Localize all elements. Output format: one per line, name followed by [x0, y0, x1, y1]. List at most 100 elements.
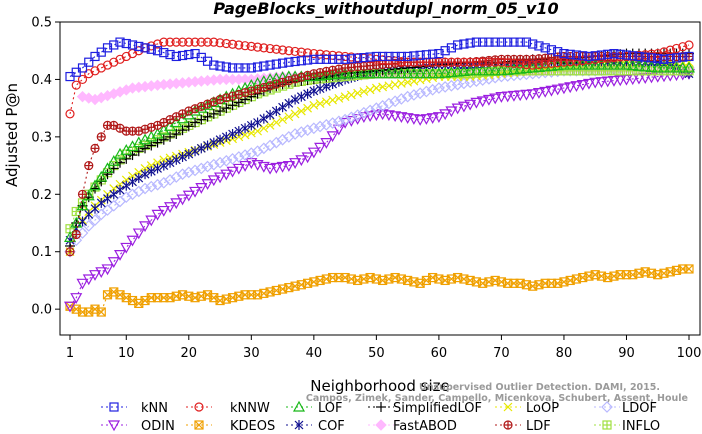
legend-swatch-marker — [292, 400, 306, 412]
point-ldf — [96, 132, 106, 142]
point-knn — [559, 48, 569, 59]
y-tick-label: 0.2 — [31, 188, 52, 203]
point-ldof — [120, 191, 133, 204]
point-simplifiedlof — [171, 128, 182, 139]
point-odin — [63, 301, 77, 313]
point-odin — [445, 106, 458, 118]
point-cof — [196, 143, 206, 154]
point-lof — [489, 64, 502, 76]
point-knn — [77, 63, 88, 73]
point-knn — [321, 54, 331, 64]
point-cof — [265, 109, 275, 120]
point-knnw — [159, 37, 169, 47]
point-knnw — [290, 46, 300, 57]
point-knn — [346, 54, 356, 64]
point-ldof — [389, 95, 401, 108]
point-knn — [209, 60, 219, 70]
point-lof — [657, 61, 671, 73]
point-knn — [227, 63, 238, 73]
point-knn — [127, 40, 138, 50]
point-knnw — [265, 43, 275, 54]
point-ldof — [408, 89, 420, 101]
point-odin — [564, 82, 577, 94]
point-knn — [134, 41, 144, 52]
point-knn — [121, 38, 131, 49]
point-knn — [665, 54, 675, 64]
point-knn — [146, 44, 156, 54]
point-knn — [453, 40, 463, 50]
point-cof — [146, 166, 156, 177]
point-cof — [215, 134, 225, 145]
point-lof — [576, 58, 589, 70]
point-ldof — [232, 151, 245, 163]
point-cof — [134, 173, 144, 184]
point-knnw — [296, 47, 306, 57]
point-loop — [353, 88, 363, 98]
point-ldof — [257, 142, 270, 155]
point-simplifiedlof — [233, 97, 244, 108]
point-simplifiedlof — [158, 134, 169, 145]
point-cof — [190, 146, 200, 157]
point-knnw — [559, 57, 569, 67]
legend-label: INFLO — [622, 419, 660, 434]
point-knn — [403, 51, 413, 62]
legend-label: ODIN — [141, 419, 175, 434]
point-ldf — [246, 86, 256, 96]
point-odin — [582, 78, 595, 90]
point-ldof — [289, 128, 301, 140]
point-knn — [315, 54, 325, 64]
point-ldof — [182, 166, 195, 179]
point-lof — [514, 62, 527, 74]
point-knn — [328, 54, 338, 64]
point-cof — [96, 197, 106, 208]
y-axis: 0.0 0.1 0.2 0.3 0.4 0.5 — [31, 16, 60, 318]
point-loop — [303, 103, 313, 113]
point-lof — [626, 59, 639, 71]
point-knn — [596, 50, 607, 60]
point-cof — [184, 149, 194, 160]
legend-swatch-marker — [375, 419, 387, 431]
point-odin — [507, 90, 520, 102]
legend-item-cof: COF — [286, 419, 345, 434]
point-simplifiedlof — [183, 121, 194, 132]
point-odin — [576, 79, 589, 91]
point-ldof — [270, 136, 283, 149]
point-odin — [220, 169, 233, 181]
point-cof — [128, 176, 137, 187]
point-knn — [290, 56, 300, 67]
point-simplifiedlof — [202, 111, 213, 122]
point-cof — [159, 160, 169, 171]
point-odin — [601, 76, 614, 88]
point-lof — [107, 155, 120, 166]
point-lof — [70, 216, 83, 228]
point-odin — [82, 274, 95, 286]
point-ldf — [328, 65, 338, 75]
point-simplifiedlof — [140, 143, 151, 154]
y-axis-label: Adjusted P@n — [3, 83, 21, 187]
point-knnw — [65, 109, 75, 119]
point-knn — [246, 63, 256, 73]
point-odin — [126, 235, 139, 247]
point-knn — [296, 56, 306, 66]
point-cof — [234, 126, 244, 137]
point-odin — [551, 84, 564, 96]
point-ldof — [226, 153, 239, 165]
point-odin — [395, 112, 408, 123]
point-knn — [540, 43, 550, 53]
point-cof — [259, 113, 269, 124]
point-odin — [426, 113, 439, 124]
point-lof — [495, 64, 508, 76]
legend-label: kNNW — [230, 401, 270, 416]
point-knn — [102, 43, 113, 53]
point-odin — [357, 112, 370, 123]
point-ldof — [126, 188, 139, 201]
legend-item-simplifiedlof: SimplifiedLOF — [368, 401, 482, 416]
legend-item-knn: kNN — [101, 401, 168, 416]
point-simplifiedlof — [177, 125, 188, 136]
point-knn — [646, 53, 657, 63]
point-cof — [203, 140, 212, 151]
point-lof — [407, 67, 420, 79]
point-lof — [101, 162, 114, 174]
point-simplifiedlof — [196, 114, 207, 125]
point-knn — [340, 54, 350, 64]
